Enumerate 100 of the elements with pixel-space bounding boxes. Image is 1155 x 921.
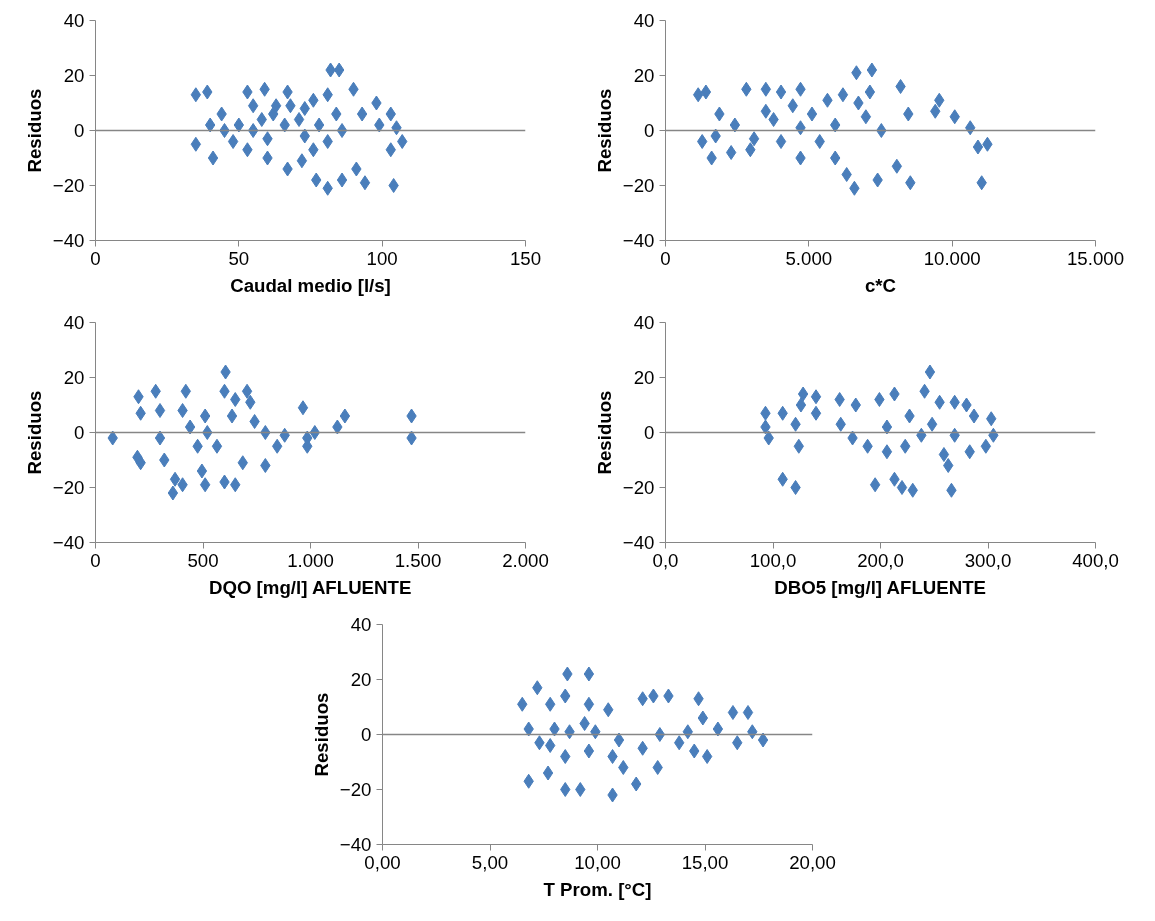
point <box>296 153 308 169</box>
y-tick-label: −20 <box>52 477 85 498</box>
point <box>881 444 893 460</box>
y-tick-label: 0 <box>644 422 655 443</box>
point <box>866 62 878 78</box>
y-tick-label: 20 <box>633 65 655 86</box>
y-tick-label: −20 <box>52 175 85 196</box>
point <box>891 158 903 174</box>
point <box>313 117 325 133</box>
point <box>652 760 663 775</box>
y-tick-label: 20 <box>63 367 85 388</box>
x-tick-label: 10,00 <box>574 851 621 873</box>
point <box>339 408 351 424</box>
point <box>775 134 787 149</box>
point <box>299 101 310 116</box>
x-axis-title: c*C <box>864 274 897 296</box>
point <box>177 403 188 418</box>
point <box>542 765 554 781</box>
point <box>795 397 807 413</box>
point <box>896 480 908 495</box>
point <box>196 463 208 479</box>
y-tick-label: −20 <box>622 477 655 498</box>
y-tick-label: 40 <box>633 312 655 333</box>
y-axis-title: Residuos <box>23 390 45 475</box>
x-tick-label: 0,0 <box>652 549 679 571</box>
point <box>560 749 571 764</box>
point <box>810 389 822 405</box>
point <box>583 743 595 759</box>
x-tick-label: 1.500 <box>394 549 442 571</box>
x-tick-label: 2.000 <box>502 549 549 571</box>
x-tick-label: 300,0 <box>964 549 1012 571</box>
point <box>256 112 267 127</box>
x-tick-label: 100,0 <box>749 549 797 571</box>
point <box>729 117 741 133</box>
y-tick-label: −20 <box>622 175 655 196</box>
point <box>230 392 241 407</box>
point <box>895 79 906 94</box>
point <box>397 134 408 149</box>
point <box>227 134 239 149</box>
point <box>579 716 590 731</box>
x-axis-title: DBO5 [mg/l] AFLUENTE <box>774 576 987 598</box>
point <box>293 112 305 127</box>
point <box>336 172 348 188</box>
point <box>154 430 166 446</box>
point <box>881 419 893 435</box>
point <box>697 710 709 726</box>
y-tick-label: 0 <box>74 120 85 141</box>
point <box>980 438 992 454</box>
point <box>841 167 852 182</box>
point <box>618 760 629 775</box>
x-tick-label: 15.000 <box>1066 247 1125 269</box>
point <box>797 386 809 402</box>
x-tick-label: 5.000 <box>785 247 833 269</box>
point <box>545 738 556 753</box>
y-tick-label: −40 <box>622 230 655 251</box>
y-tick-label: 40 <box>63 10 85 31</box>
point <box>701 749 713 764</box>
point <box>837 87 849 103</box>
x-axis-title: DQO [mg/l] AFLUENTE <box>208 576 412 598</box>
y-tick-label: 0 <box>361 724 372 745</box>
y-tick-label: −40 <box>52 532 85 553</box>
point <box>270 98 282 114</box>
point <box>943 458 954 473</box>
point <box>814 134 825 149</box>
y-axis-title: Residuos <box>310 692 332 777</box>
y-axis-title: Residuos <box>593 390 615 475</box>
point <box>697 134 708 149</box>
x-tick-label: 15,00 <box>681 851 729 873</box>
point <box>199 477 211 493</box>
point <box>748 131 760 147</box>
point <box>613 732 625 748</box>
point <box>260 458 271 473</box>
y-tick-label: 40 <box>633 10 655 31</box>
point <box>560 782 571 797</box>
point <box>864 84 876 100</box>
point <box>297 400 309 416</box>
y-tick-label: 0 <box>74 422 85 443</box>
x-axis-title: T Prom. [°C] <box>543 878 652 900</box>
point <box>226 408 238 424</box>
point <box>725 145 737 160</box>
y-tick-label: 0 <box>644 120 655 141</box>
y-tick-label: 20 <box>63 65 85 86</box>
point <box>184 419 196 435</box>
point <box>322 134 333 149</box>
point <box>926 416 938 432</box>
point <box>211 438 223 454</box>
x-tick-label: 400,0 <box>1072 549 1119 571</box>
point <box>806 106 818 122</box>
x-tick-label: 1.000 <box>287 549 334 571</box>
y-tick-label: 20 <box>350 669 372 690</box>
point <box>356 106 368 122</box>
point <box>169 471 181 487</box>
y-tick-label: 40 <box>63 312 85 333</box>
x-tick-label: 0 <box>660 247 671 269</box>
point <box>712 721 724 737</box>
point <box>249 414 260 429</box>
point <box>869 477 881 493</box>
x-tick-label: 0 <box>90 549 101 571</box>
point <box>860 109 872 125</box>
point <box>810 405 822 421</box>
